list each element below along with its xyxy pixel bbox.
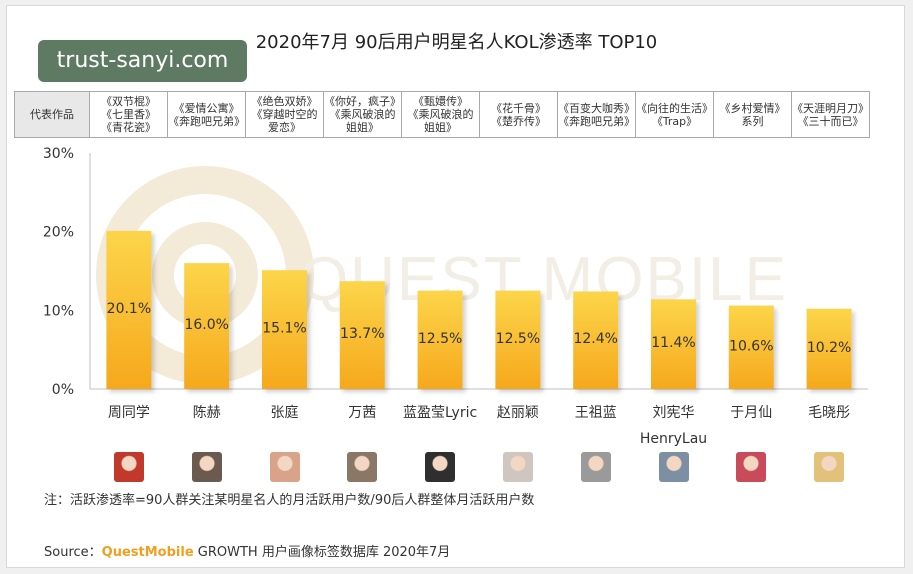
bar bbox=[495, 290, 541, 389]
data-label: 12.5% bbox=[496, 331, 540, 347]
works-text: 《天涯明月刀》 bbox=[792, 101, 869, 115]
bar bbox=[573, 291, 619, 389]
works-text: 《双节棍》 bbox=[101, 95, 156, 108]
works-cell: 《双节棍》 《七里香》 《青花瓷》 bbox=[89, 91, 168, 138]
avatar bbox=[191, 452, 222, 482]
data-label: 12.5% bbox=[418, 331, 462, 347]
works-text: 《百变大咖秀》 bbox=[558, 101, 635, 115]
footnote: 注：活跃渗透率=90人群关注某明星名人的月活跃用户数/90后人群整体月活跃用户数 bbox=[44, 493, 535, 508]
site-watermark: trust-sanyi.com bbox=[38, 40, 247, 82]
works-cell: 《你好，疯子》 《乘风破浪的 姐姐》 bbox=[323, 91, 402, 138]
x-tick-label: 王祖蓝 bbox=[575, 405, 617, 421]
works-text: 《花千骨》 bbox=[491, 101, 546, 115]
avatar bbox=[425, 452, 456, 482]
works-text: 姐姐》 bbox=[346, 121, 379, 134]
x-tick-label: 周同学 bbox=[108, 405, 150, 421]
source-brand: QuestMobile bbox=[101, 545, 194, 560]
x-tick-label: 蓝盈莹Lyric bbox=[403, 405, 477, 421]
bar bbox=[651, 299, 696, 389]
chart-title: 2020年7月 90后用户明星名人KOL渗透率 TOP10 bbox=[255, 32, 658, 53]
avatar bbox=[658, 452, 689, 482]
works-text: 《奔跑吧兄弟》 bbox=[558, 114, 635, 128]
data-label: 15.1% bbox=[262, 321, 306, 337]
works-text: 《乘风破浪的 bbox=[329, 108, 396, 121]
works-text: 《乘风破浪的 bbox=[407, 108, 474, 121]
data-label: 11.4% bbox=[651, 335, 695, 351]
avatar bbox=[269, 452, 300, 482]
x-tick-label: 刘宪华 bbox=[653, 404, 695, 421]
x-tick-label: 陈赫 bbox=[193, 404, 221, 421]
works-header: 代表作品 bbox=[14, 91, 90, 138]
works-cell: 《绝色双娇》 《穿越时空的 爱恋》 bbox=[245, 91, 324, 138]
works-cell: 《乡村爱情》 系列 bbox=[713, 91, 792, 138]
works-text: 《青花瓷》 bbox=[101, 121, 156, 134]
works-text: 《七里香》 bbox=[101, 108, 156, 121]
avatar bbox=[580, 452, 611, 482]
works-cell: 《天涯明月刀》 《三十而已》 bbox=[791, 91, 870, 138]
x-tick-label: 万茜 bbox=[348, 405, 376, 421]
x-tick-label: 于月仙 bbox=[730, 405, 772, 421]
works-text: 《三十而已》 bbox=[797, 114, 864, 128]
y-tick-label: 30% bbox=[43, 146, 74, 162]
avatar bbox=[347, 452, 378, 482]
data-label: 10.2% bbox=[807, 340, 851, 356]
works-table: 代表作品 《双节棍》 《七里香》 《青花瓷》 《爱情公寓》 《奔跑吧兄弟》 《绝色双娇》 《穿… bbox=[14, 91, 870, 138]
x-tick-label: 毛晓彤 bbox=[808, 405, 850, 421]
bar bbox=[184, 263, 230, 389]
bar bbox=[728, 305, 774, 389]
works-text: 《绝色双娇》 bbox=[251, 95, 318, 108]
works-text: 《楚乔传》 bbox=[491, 114, 546, 128]
works-text: 系列 bbox=[741, 114, 764, 128]
data-label: 20.1% bbox=[107, 301, 151, 317]
works-text: 《奔跑吧兄弟》 bbox=[168, 114, 245, 128]
bar bbox=[339, 281, 385, 389]
avatar bbox=[736, 452, 767, 482]
data-label: 12.4% bbox=[573, 331, 617, 347]
data-label: 10.6% bbox=[729, 338, 773, 354]
works-cell: 《甄嬛传》 《乘风破浪的 姐姐》 bbox=[401, 91, 480, 138]
works-cell: 《向往的生活》 《Trap》 bbox=[635, 91, 714, 138]
avatar bbox=[502, 452, 533, 482]
x-tick-label: HenryLau bbox=[640, 431, 707, 447]
works-text: 《爱情公寓》 bbox=[173, 101, 240, 115]
works-text: 《穿越时空的 bbox=[251, 108, 318, 121]
x-tick-label: 张庭 bbox=[271, 404, 299, 421]
source-text: GROWTH 用户画像标签数据库 2020年7月 bbox=[193, 545, 451, 560]
works-text: 《Trap》 bbox=[651, 114, 698, 128]
source-line: Source：QuestMobile GROWTH 用户画像标签数据库 2020… bbox=[44, 541, 450, 560]
y-tick-label: 0% bbox=[52, 382, 74, 398]
works-cell: 《百变大咖秀》 《奔跑吧兄弟》 bbox=[557, 91, 636, 138]
source-prefix: Source： bbox=[44, 545, 102, 560]
works-text: 《你好，疯子》 bbox=[324, 95, 401, 108]
data-label: 13.7% bbox=[340, 326, 384, 342]
avatar bbox=[814, 452, 845, 482]
works-text: 姐姐》 bbox=[424, 121, 457, 134]
bar bbox=[106, 230, 152, 389]
bar bbox=[417, 290, 463, 389]
bar bbox=[262, 270, 307, 389]
works-text: 爱恋》 bbox=[268, 121, 301, 134]
bar bbox=[806, 308, 852, 389]
works-text: 《向往的生活》 bbox=[636, 101, 713, 115]
data-label: 16.0% bbox=[184, 317, 228, 333]
works-text: 《乡村爱情》 bbox=[719, 101, 786, 115]
works-cell: 《花千骨》 《楚乔传》 bbox=[479, 91, 558, 138]
y-tick-label: 20% bbox=[43, 225, 74, 241]
y-tick-label: 10% bbox=[43, 303, 74, 319]
works-cell: 《爱情公寓》 《奔跑吧兄弟》 bbox=[167, 91, 246, 138]
avatar bbox=[113, 452, 144, 482]
works-text: 《甄嬛传》 bbox=[413, 95, 468, 108]
x-tick-label: 赵丽颖 bbox=[497, 405, 539, 421]
